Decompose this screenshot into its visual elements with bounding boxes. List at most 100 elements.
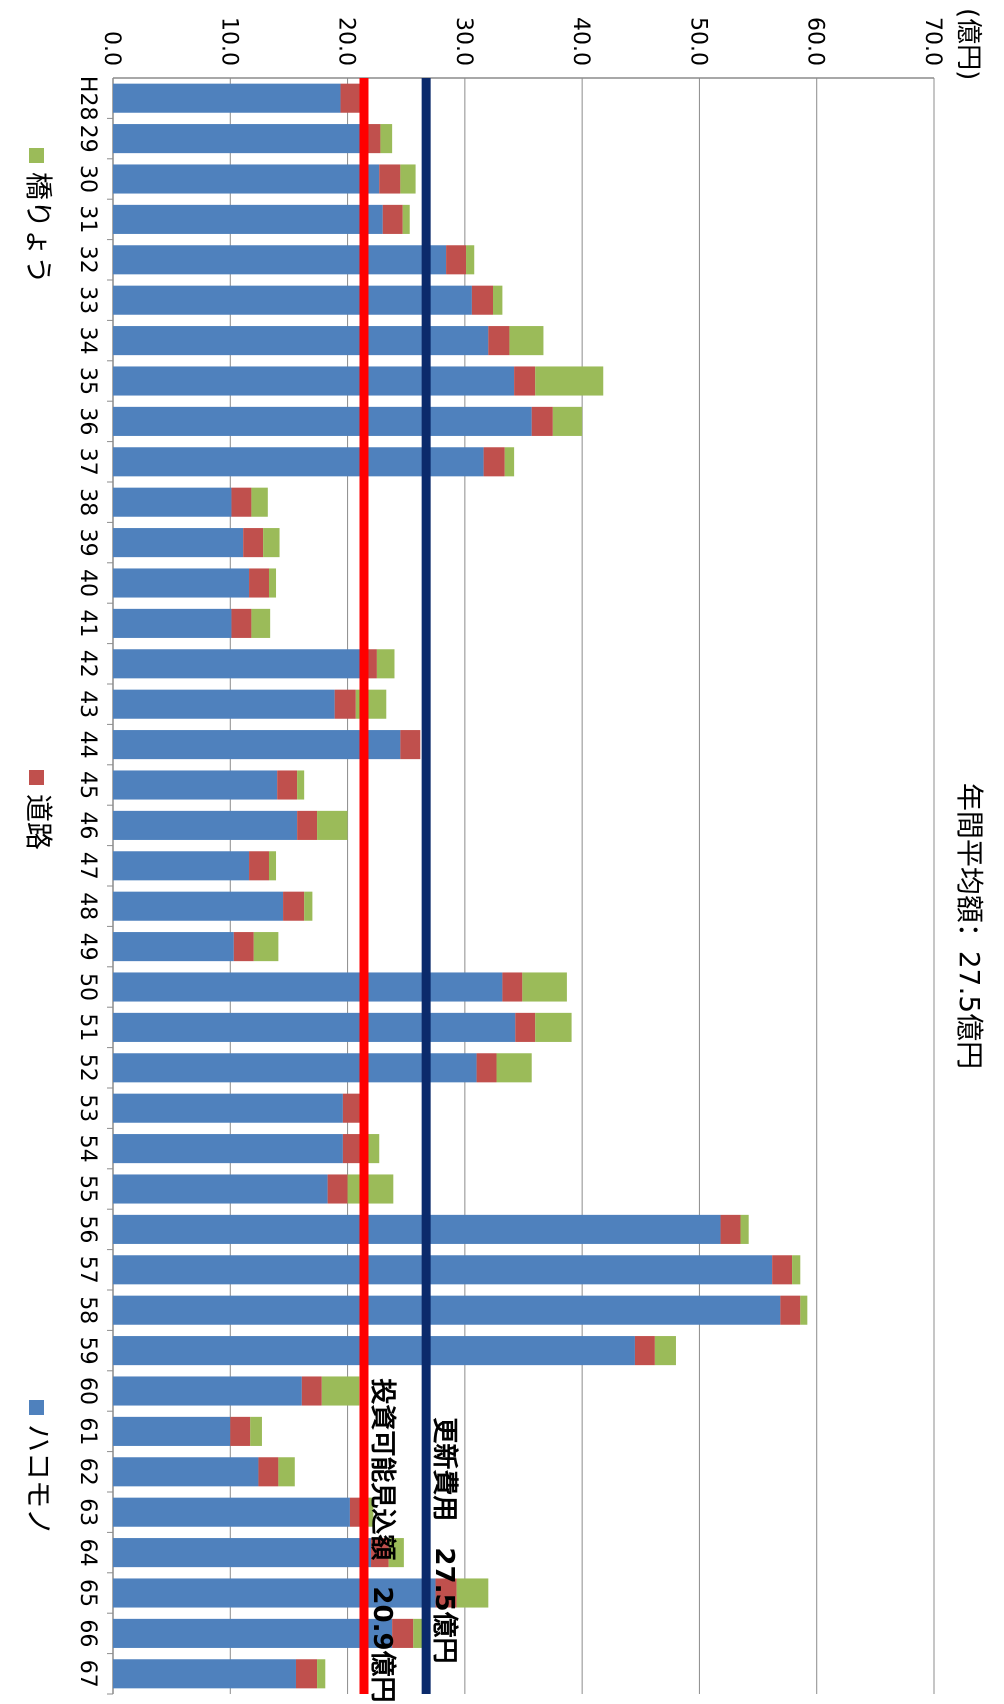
bar-segment	[250, 1416, 262, 1446]
x-tick-label: 47	[75, 852, 100, 880]
bar-segment	[243, 528, 264, 558]
bar-segment	[720, 1214, 741, 1244]
bar-segment	[552, 406, 583, 436]
bar-segment	[112, 326, 489, 356]
x-tick-label: 51	[75, 1013, 100, 1041]
x-tick-label: 57	[75, 1256, 100, 1284]
bar-segment	[113, 366, 515, 396]
bar-segment	[471, 285, 494, 315]
x-tick-label: 53	[75, 1094, 100, 1122]
y-tick-label: 70.0	[920, 17, 945, 66]
bar-segment	[772, 1255, 793, 1285]
bar-segment	[253, 932, 279, 962]
bar-segment	[112, 1497, 350, 1527]
x-tick-label: 63	[75, 1498, 100, 1526]
legend-label: ハコモノ	[22, 1424, 55, 1536]
y-tick-label: 60.0	[803, 17, 828, 66]
bar-segment	[112, 528, 244, 558]
bar-segment	[317, 1659, 326, 1689]
bar-segment	[113, 204, 383, 234]
reference-line-label: 更新費用 27.5億円	[429, 1417, 460, 1663]
x-tick-label: 40	[75, 569, 100, 597]
bar-segment	[654, 1336, 676, 1366]
x-tick-label: 37	[75, 448, 100, 476]
bar-segment	[112, 730, 401, 760]
x-tick-label: 59	[75, 1337, 100, 1365]
bar-segment	[304, 891, 313, 921]
bar-segment	[402, 204, 410, 234]
bar-segment	[347, 1174, 394, 1204]
y-tick-label: 30.0	[451, 17, 476, 66]
legend-swatch	[29, 770, 44, 785]
bar-segment	[400, 730, 421, 760]
y-tick-label: 0.0	[99, 31, 124, 66]
bar-segment	[297, 810, 318, 840]
bar-segment	[113, 124, 367, 154]
bar-segment	[113, 1134, 343, 1164]
x-tick-label: 29	[75, 125, 100, 153]
x-tick-label: 65	[75, 1579, 100, 1607]
bar-segment	[488, 326, 510, 356]
x-tick-label: 48	[75, 892, 100, 920]
bar-segment	[113, 1538, 372, 1568]
bar-segment	[531, 406, 553, 436]
bar-segment	[371, 1538, 389, 1568]
bar-segment	[249, 851, 269, 881]
bar-segment	[268, 851, 277, 881]
unit-label: (億円)	[953, 8, 983, 80]
bar-segment	[509, 326, 544, 356]
bar-segment	[113, 1093, 343, 1123]
bar-segment	[380, 124, 393, 154]
bar-segment	[113, 568, 250, 598]
bar-segment	[113, 770, 278, 800]
bar-segment	[112, 649, 361, 679]
x-tick-label: 39	[75, 529, 100, 557]
bar-segment	[446, 245, 467, 275]
x-tick-label: 32	[75, 246, 100, 274]
x-tick-label: 42	[75, 650, 100, 678]
x-tick-label: 35	[75, 367, 100, 395]
x-tick-label: 45	[75, 771, 100, 799]
bar-segment	[113, 972, 503, 1002]
bar-segment	[792, 1255, 801, 1285]
y-tick-label: 10.0	[216, 17, 241, 66]
bar-segment	[231, 608, 252, 638]
bar-segment	[251, 487, 268, 517]
x-tick-label: 41	[75, 609, 100, 637]
bar-segment	[251, 608, 271, 638]
bar-segment	[233, 932, 254, 962]
bar-segment	[476, 1053, 497, 1083]
bar-segment	[112, 1659, 296, 1689]
x-tick-label: H28	[75, 76, 100, 121]
bar-segment	[301, 1376, 322, 1406]
x-tick-label: 44	[75, 731, 100, 759]
x-tick-label: 30	[75, 165, 100, 193]
bar-segment	[278, 1457, 295, 1487]
bar-segment	[230, 1416, 251, 1446]
bar-segment	[522, 972, 567, 1002]
x-tick-label: 62	[75, 1458, 100, 1486]
bar-segment	[388, 1538, 404, 1568]
bar-segment	[456, 1578, 489, 1608]
bar-segment	[113, 1295, 781, 1325]
bar-segment	[283, 891, 305, 921]
bar-segment	[231, 487, 252, 517]
x-tick-label: 54	[75, 1135, 100, 1163]
legend-swatch	[29, 1400, 44, 1415]
bar-segment	[112, 487, 232, 517]
bar-segment	[112, 1416, 231, 1446]
bar-segment	[493, 285, 503, 315]
bar-segment	[268, 568, 277, 598]
bar-segment	[535, 1012, 572, 1042]
bar-segment	[112, 891, 284, 921]
legend-label: 橋りょう	[22, 172, 55, 284]
bar-segment	[515, 1012, 536, 1042]
y-tick-label: 20.0	[334, 17, 359, 66]
bar-segment	[340, 83, 363, 113]
bar-segment	[382, 204, 403, 234]
x-tick-label: 67	[75, 1660, 100, 1688]
y-tick-label: 40.0	[568, 17, 593, 66]
bar-segment	[113, 851, 250, 881]
x-tick-label: 52	[75, 1054, 100, 1082]
